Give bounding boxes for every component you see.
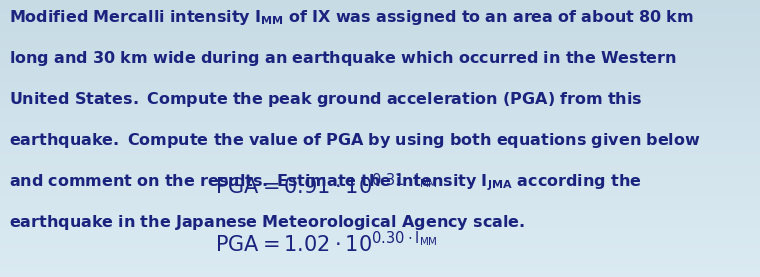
Text: $\mathbf{and\ comment\ on\ the\ results.\ Estimate\ the\ intensity\ I_{JMA}\ acc: $\mathbf{and\ comment\ on\ the\ results.…	[9, 172, 641, 193]
Text: $\mathbf{United\ States.\ Compute\ the\ peak\ ground\ acceleration\ (PGA)\ from\: $\mathbf{United\ States.\ Compute\ the\ …	[9, 90, 643, 109]
Text: $\mathbf{Modified\ Mercalli\ intensity\ I_{MM}\ of\ IX\ was\ assigned\ to\ an\ a: $\mathbf{Modified\ Mercalli\ intensity\ …	[9, 8, 694, 27]
Text: $\mathbf{earthquake.\ Compute\ the\ value\ of\ PGA\ by\ using\ both\ equations\ : $\mathbf{earthquake.\ Compute\ the\ valu…	[9, 131, 701, 150]
Text: $\mathrm{PGA} = 0.91 \cdot 10^{0.31 \cdot \mathrm{I_{MM}}}$: $\mathrm{PGA} = 0.91 \cdot 10^{0.31 \cdo…	[215, 173, 439, 198]
Text: $\mathbf{long\ and\ 30\ km\ wide\ during\ an\ earthquake\ which\ occurred\ in\ t: $\mathbf{long\ and\ 30\ km\ wide\ during…	[9, 49, 677, 68]
Text: $\mathbf{earthquake\ in\ the\ Japanese\ Meteorological\ Agency\ scale.}$: $\mathbf{earthquake\ in\ the\ Japanese\ …	[9, 213, 525, 232]
Text: $\mathrm{PGA} = 1.02 \cdot 10^{0.30 \cdot \mathrm{I_{MM}}}$: $\mathrm{PGA} = 1.02 \cdot 10^{0.30 \cdo…	[215, 231, 439, 256]
